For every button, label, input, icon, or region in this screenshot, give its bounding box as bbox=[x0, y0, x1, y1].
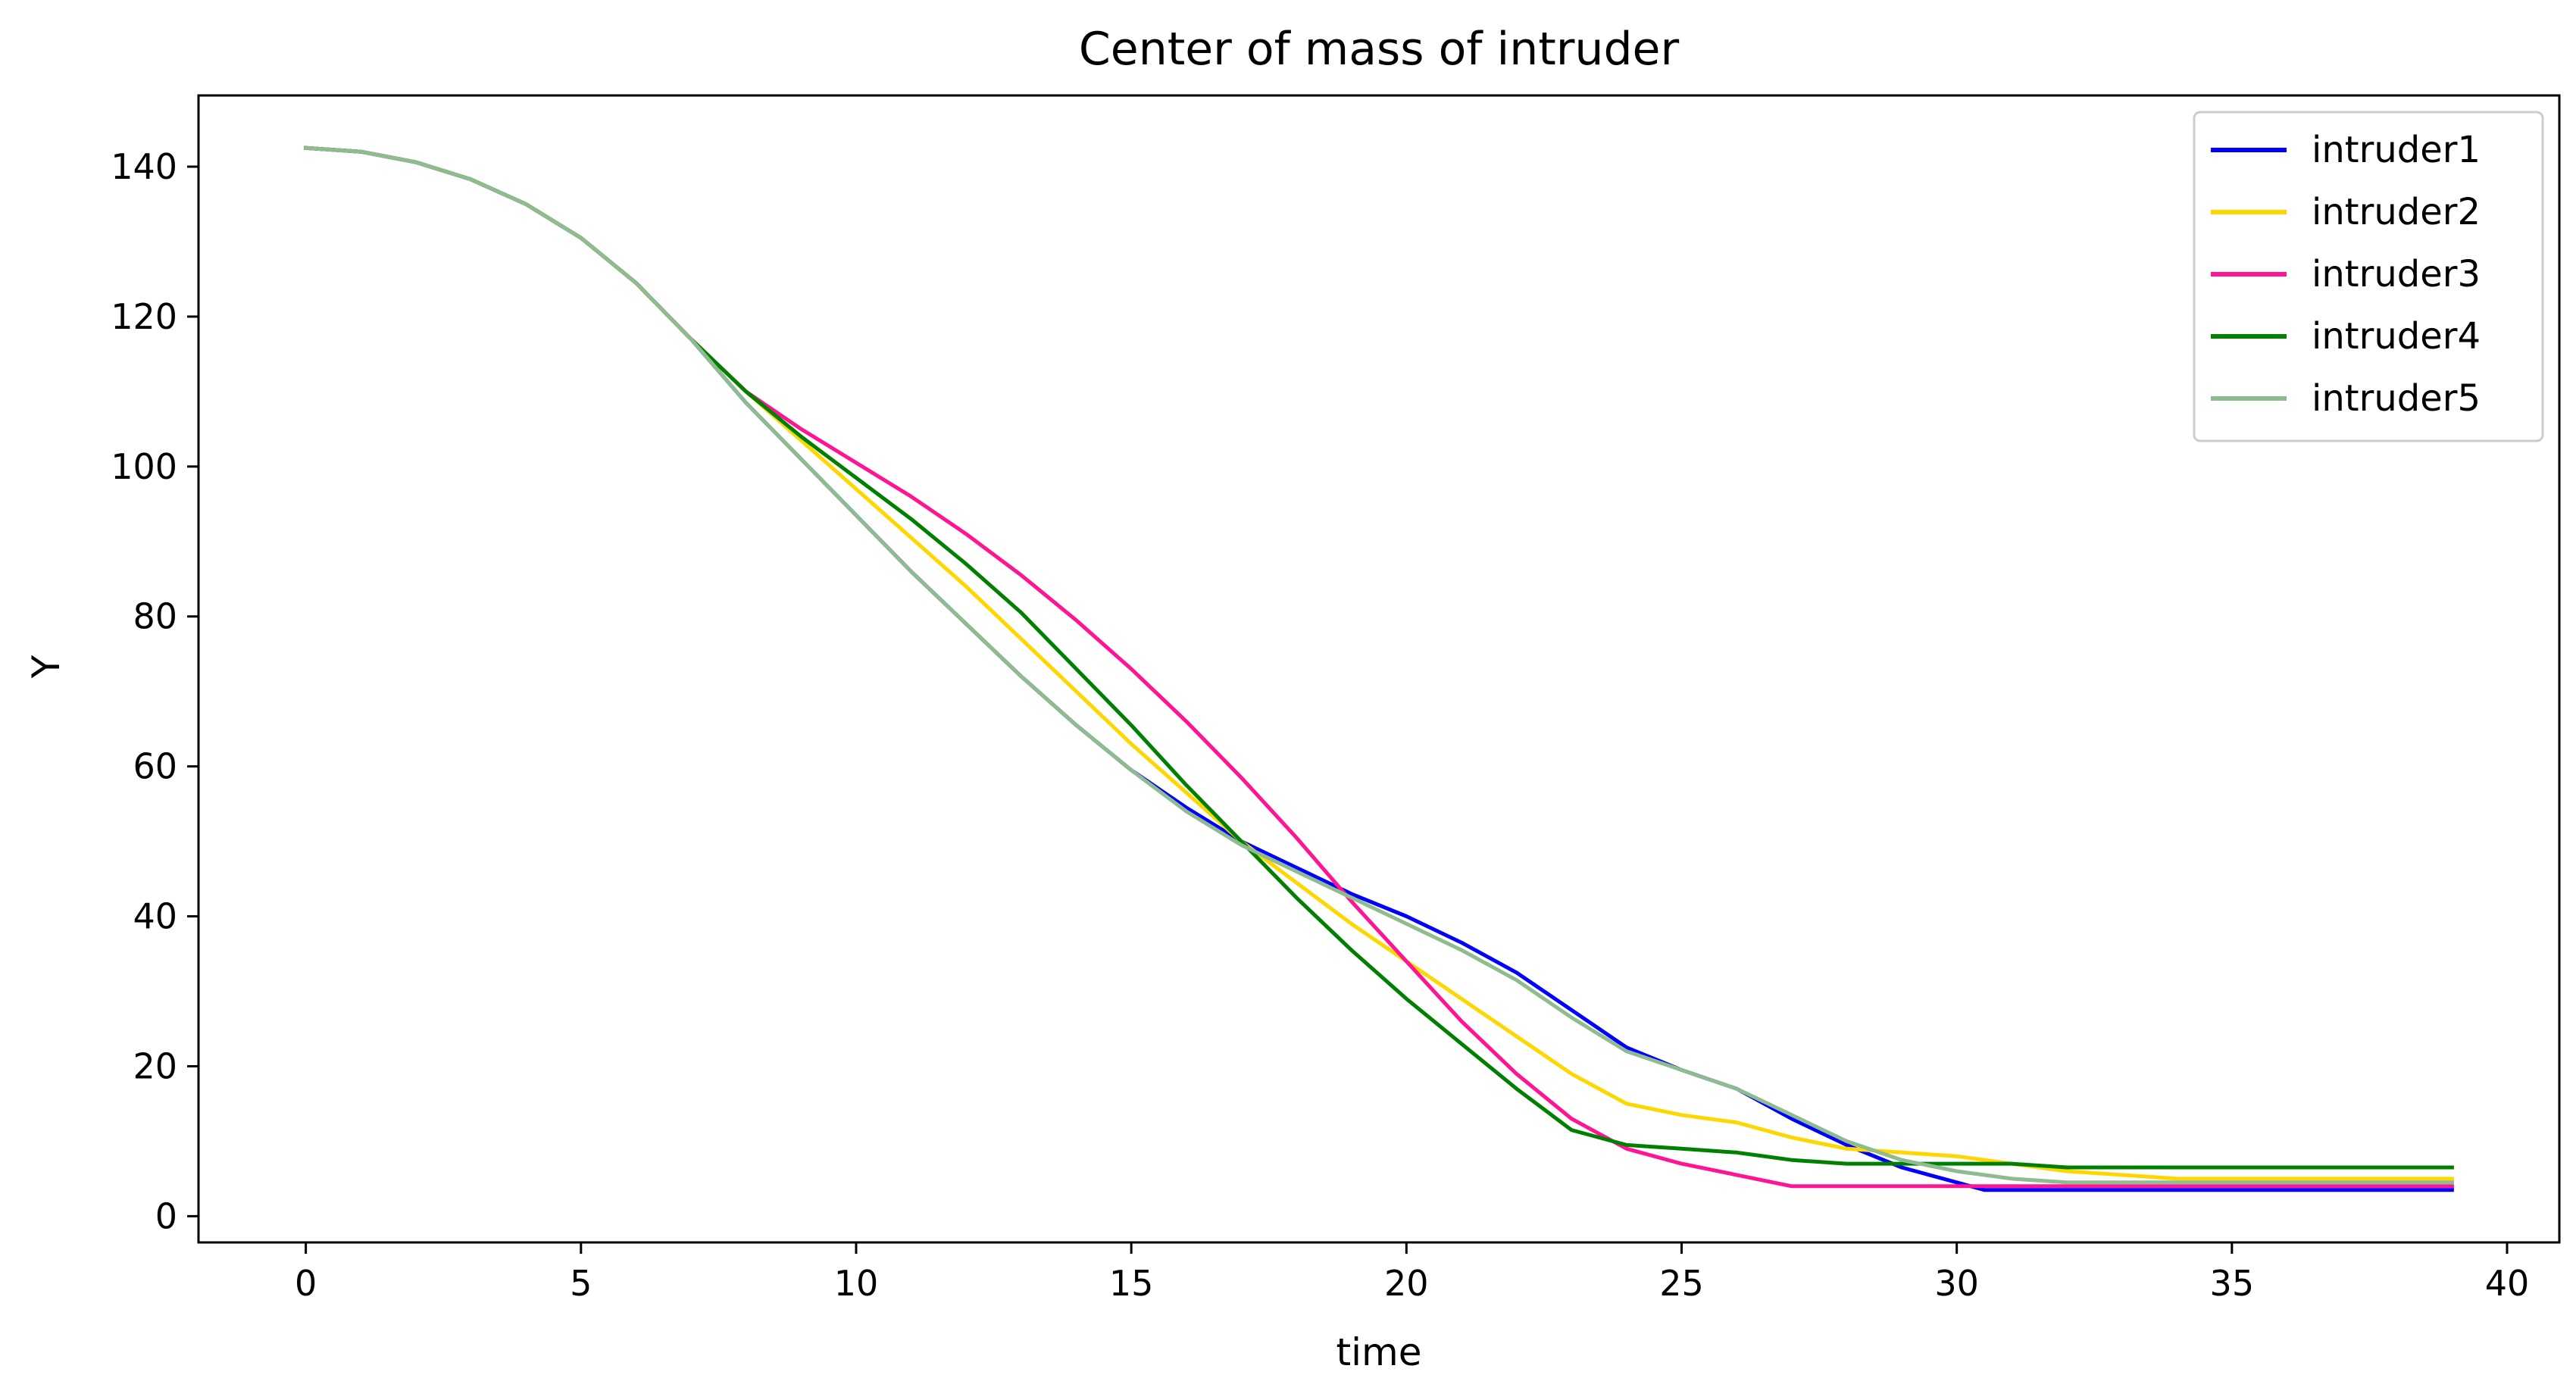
axes-layer: 0 5 10 15 20 25 30 35 40 0 20 40 60 80 100 120 140 bbox=[111, 94, 2561, 1304]
x-tick-label: 0 bbox=[295, 1263, 317, 1304]
x-tick-label: 10 bbox=[834, 1263, 879, 1304]
series-line-intruder5 bbox=[303, 145, 2454, 1185]
y-tick-label: 40 bbox=[133, 896, 177, 937]
x-tick-label: 15 bbox=[1109, 1263, 1154, 1304]
x-tick-label: 30 bbox=[1934, 1263, 1979, 1304]
x-axis-label: time bbox=[1336, 1330, 1422, 1374]
legend-label-intruder1: intruder1 bbox=[2312, 129, 2481, 171]
legend-box bbox=[2193, 111, 2544, 442]
legend-label-intruder5: intruder5 bbox=[2312, 377, 2481, 420]
legend: intruder1 intruder2 intruder3 intruder4 intr… bbox=[2193, 111, 2544, 442]
y-tick-label: 60 bbox=[133, 746, 177, 787]
y-tick-label: 20 bbox=[133, 1045, 177, 1086]
x-tick-label: 35 bbox=[2210, 1263, 2255, 1304]
legend-label-intruder4: intruder4 bbox=[2312, 315, 2481, 358]
y-tick-label: 140 bbox=[111, 146, 177, 187]
y-tick-label: 120 bbox=[111, 296, 177, 337]
y-tick-label: 0 bbox=[155, 1195, 177, 1236]
x-tick-label: 40 bbox=[2485, 1263, 2530, 1304]
legend-label-intruder2: intruder2 bbox=[2312, 191, 2481, 233]
y-tick-label: 80 bbox=[133, 596, 177, 637]
series-layer bbox=[303, 145, 2454, 1192]
legend-label-intruder3: intruder3 bbox=[2312, 253, 2481, 295]
x-tick-label: 5 bbox=[570, 1263, 592, 1304]
chart-title: Center of mass of intruder bbox=[1079, 23, 1680, 76]
y-tick-label: 100 bbox=[111, 446, 177, 487]
x-tick-label: 20 bbox=[1384, 1263, 1429, 1304]
y-axis-label: Y bbox=[24, 655, 68, 679]
plot-frame bbox=[197, 94, 2561, 1244]
x-tick-label: 25 bbox=[1659, 1263, 1704, 1304]
